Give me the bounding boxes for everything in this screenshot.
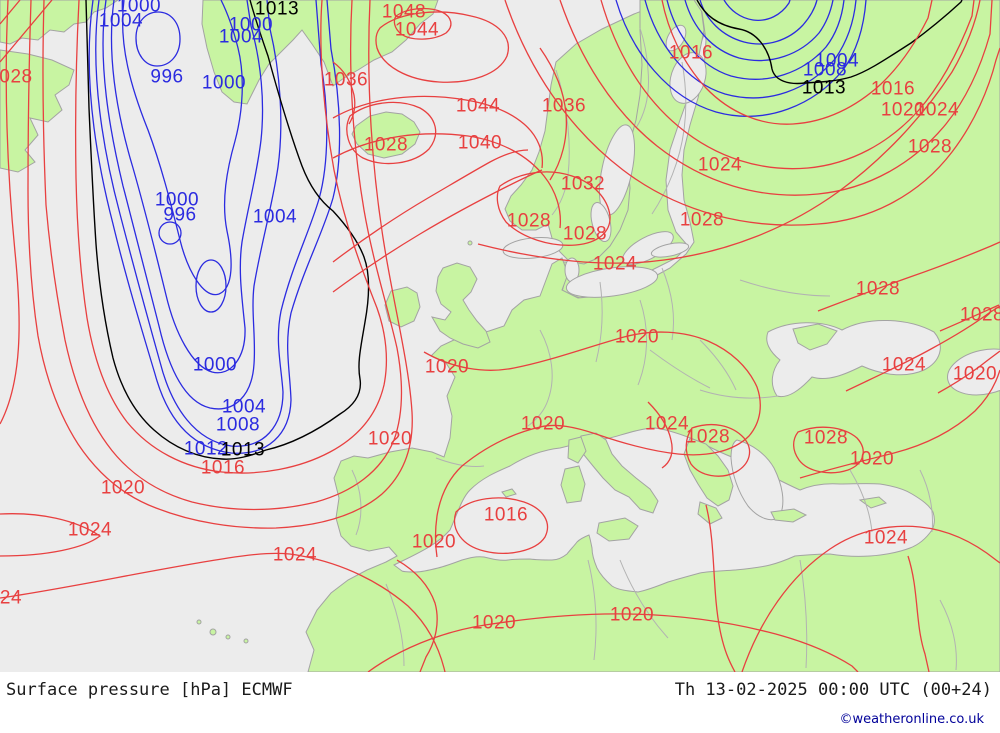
map-canvas bbox=[0, 0, 1000, 672]
land-crimea bbox=[792, 323, 838, 351]
credit-link[interactable]: ©weatheronline.co.uk bbox=[839, 712, 984, 727]
footer-bar: Surface pressure [hPa] ECMWF Th 13-02-20… bbox=[0, 672, 1000, 733]
land-crete bbox=[770, 508, 808, 523]
valid-time: Th 13-02-2025 00:00 UTC (00+24) bbox=[674, 680, 992, 700]
land-shetland bbox=[467, 240, 473, 246]
land-madeira bbox=[196, 619, 202, 625]
inner-seas bbox=[393, 24, 1000, 593]
sea-aegean bbox=[730, 439, 784, 521]
land-canary-1 bbox=[209, 628, 217, 636]
land-britain bbox=[430, 262, 491, 349]
isobars-blue-atlantic-low bbox=[88, 0, 341, 454]
sea-mediterranean bbox=[393, 427, 935, 593]
land-canada-coast bbox=[0, 49, 75, 173]
sea-gulf-finland bbox=[650, 242, 690, 258]
land-cyprus bbox=[858, 496, 887, 509]
land-balearics bbox=[501, 488, 517, 498]
land-canary-3 bbox=[243, 638, 249, 644]
sea-baltic bbox=[565, 266, 659, 298]
land-sardinia bbox=[560, 465, 586, 504]
pressure-map: 1000 1004 1000 1004 996 1000 1000 996 1004 1000 10… bbox=[0, 0, 1000, 672]
land-corsica bbox=[567, 436, 587, 464]
land-canary-2 bbox=[225, 634, 231, 640]
isobars-red bbox=[0, 0, 1000, 672]
land-iceland bbox=[351, 111, 421, 159]
land-sicily bbox=[596, 517, 639, 542]
chart-title: Surface pressure [hPa] ECMWF bbox=[6, 680, 293, 700]
isobars-blue-northeast-low bbox=[615, 0, 867, 117]
land-italy bbox=[576, 432, 659, 514]
isobars-black-1013 bbox=[85, 0, 963, 460]
land-peloponnese bbox=[697, 501, 723, 525]
sea-baltic-ne bbox=[622, 231, 674, 265]
